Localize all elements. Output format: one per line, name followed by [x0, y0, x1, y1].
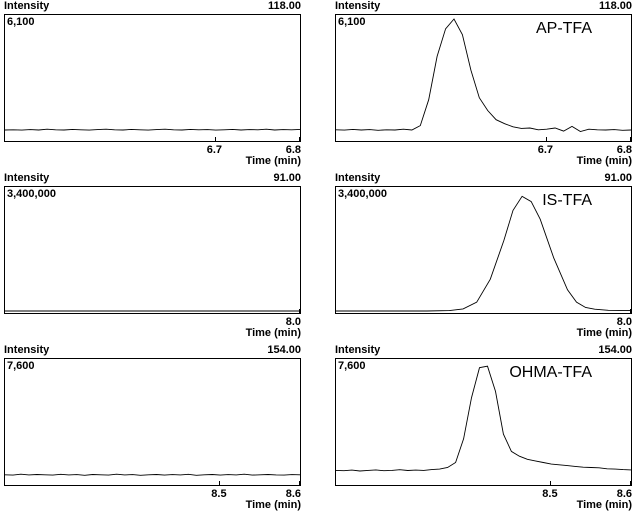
x-tick-label: 8.6 — [616, 488, 632, 500]
series-line — [336, 195, 632, 312]
y-axis-label: Intensity — [335, 344, 381, 356]
series-line — [335, 365, 632, 472]
mass-label: 91.00 — [604, 172, 632, 184]
x-tick-mark — [630, 137, 631, 142]
mass-label: 154.00 — [598, 344, 632, 356]
y-axis-label: Intensity — [335, 172, 381, 184]
plot-area — [4, 14, 301, 142]
x-tick-label: 8.5 — [211, 488, 227, 500]
plot-area — [335, 186, 632, 314]
x-tick-label: 8.6 — [285, 488, 301, 500]
x-axis-title: Time (min) — [245, 155, 301, 167]
x-tick-label: 6.7 — [537, 144, 553, 156]
x-axis-title: Time (min) — [245, 499, 301, 511]
compound-label: IS-TFA — [542, 192, 592, 209]
plot-area — [4, 358, 301, 486]
plot-area — [335, 358, 632, 486]
x-axis-title: Time (min) — [576, 155, 632, 167]
chromatogram-trace-svg — [4, 128, 301, 131]
chromatogram-panel: Intensity 91.00 3,400,000 IS-TFA 8.0 Time (mi… — [335, 172, 632, 344]
x-axis-title: Time (min) — [576, 327, 632, 339]
y-max-label: 7,600 — [338, 360, 366, 372]
compound-label: AP-TFA — [535, 20, 592, 37]
x-tick-label: 8.0 — [285, 316, 301, 328]
x-tick-mark — [550, 481, 552, 486]
x-tick-label: 6.7 — [206, 144, 222, 156]
y-max-label: 6,100 — [7, 16, 35, 28]
x-tick-mark — [299, 137, 300, 142]
mass-label: 118.00 — [598, 0, 632, 12]
y-max-label: 3,400,000 — [7, 188, 56, 200]
x-axis-title: Time (min) — [245, 327, 301, 339]
series-line — [335, 18, 632, 132]
x-tick-label: 6.8 — [616, 144, 632, 156]
chromatogram-panel: Intensity 154.00 7,600 OHMA-TFA 8.5 8.6 Time (… — [335, 344, 632, 516]
x-tick-label: 8.0 — [616, 316, 632, 328]
chromatogram-panel: Intensity 118.00 6,100 6.7 6.8 Time (min) — [4, 0, 301, 172]
y-axis-label: Intensity — [4, 344, 50, 356]
y-max-label: 7,600 — [7, 360, 35, 372]
x-tick-mark — [630, 309, 631, 314]
plot-area — [4, 186, 301, 314]
series-line — [4, 128, 301, 131]
mass-label: 154.00 — [267, 344, 301, 356]
plot-area — [335, 14, 632, 142]
chromatogram-panel: Intensity 154.00 7,600 8.5 8.6 Time (min) — [4, 344, 301, 516]
chromatogram-trace-svg — [335, 18, 632, 132]
chromatogram-trace-svg — [5, 310, 300, 312]
x-tick-mark — [545, 137, 547, 142]
y-axis-label: Intensity — [4, 172, 50, 184]
x-tick-label: 6.8 — [285, 144, 301, 156]
x-tick-mark — [214, 137, 216, 142]
compound-label: OHMA-TFA — [509, 364, 592, 381]
x-tick-mark — [630, 481, 631, 486]
y-axis-label: Intensity — [335, 0, 381, 12]
y-axis-label: Intensity — [4, 0, 50, 12]
y-max-label: 3,400,000 — [338, 188, 387, 200]
mass-label: 91.00 — [273, 172, 301, 184]
x-tick-mark — [219, 481, 221, 486]
y-max-label: 6,100 — [338, 16, 366, 28]
series-line — [4, 473, 301, 476]
chromatogram-panel: Intensity 118.00 6,100 AP-TFA 6.7 6.8 Time (mi… — [335, 0, 632, 172]
x-axis-title: Time (min) — [576, 499, 632, 511]
x-tick-mark — [299, 309, 300, 314]
chromatogram-trace-svg — [335, 365, 632, 472]
chromatogram-panel: Intensity 91.00 3,400,000 8.0 Time (min) — [4, 172, 301, 344]
chromatogram-trace-svg — [336, 195, 632, 312]
x-tick-mark — [299, 481, 300, 486]
x-tick-label: 8.5 — [542, 488, 558, 500]
chromatogram-trace-svg — [4, 473, 301, 476]
mass-label: 118.00 — [267, 0, 301, 12]
